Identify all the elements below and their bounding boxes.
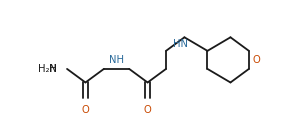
Text: O: O [252,55,260,65]
Text: O: O [144,105,151,115]
Text: H₂N: H₂N [38,64,57,74]
Text: H: H [49,64,57,74]
Text: HN: HN [173,39,188,49]
Text: O: O [82,105,89,115]
Text: NH: NH [109,55,124,65]
